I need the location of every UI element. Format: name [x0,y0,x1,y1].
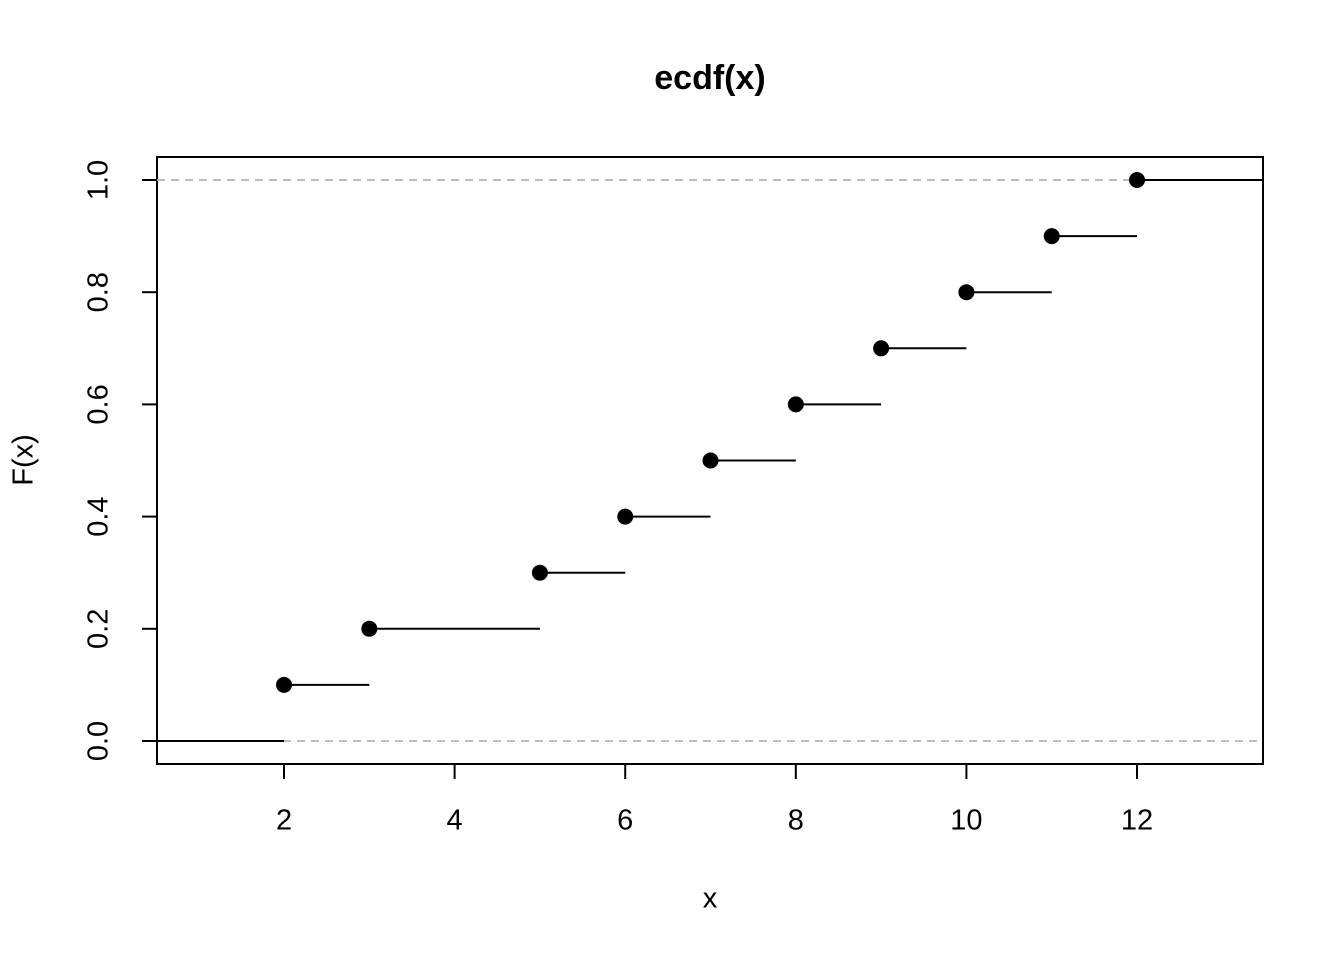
step-point [873,340,890,357]
step-point [361,620,378,637]
x-tick-label: 6 [617,805,633,837]
step-point [702,452,719,469]
chart-title: ecdf(x) [654,59,765,97]
x-tick-label: 12 [1121,805,1153,837]
step-point [958,284,975,301]
step-point [1043,228,1060,245]
y-tick-label: 0.8 [83,272,115,312]
y-tick-label: 0.0 [83,721,115,761]
y-tick-label: 1.0 [83,160,115,200]
step-point [276,676,293,693]
x-tick-label: 4 [447,805,463,837]
plot-frame [156,156,1264,765]
y-tick-label: 0.2 [83,609,115,649]
step-point [617,508,634,525]
x-axis-label: x [703,883,718,915]
step-point [531,564,548,581]
step-point [1129,172,1146,189]
y-tick-label: 0.4 [83,496,115,536]
y-axis-label: F(x) [8,434,40,486]
x-tick-label: 2 [276,805,292,837]
step-point [787,396,804,413]
y-tick-label: 0.6 [83,384,115,424]
x-tick-label: 10 [950,805,982,837]
x-tick-label: 8 [788,805,804,837]
